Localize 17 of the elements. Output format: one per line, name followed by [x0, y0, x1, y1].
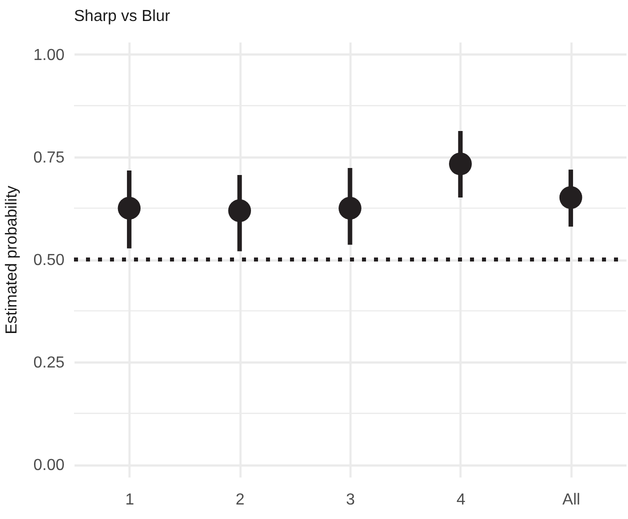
y-axis-title: Estimated probability [3, 186, 20, 334]
y-tick-label: 1.00 [33, 46, 65, 64]
point [559, 186, 582, 209]
y-tick-label: 0.25 [33, 354, 65, 372]
y-tick-label: 0.00 [33, 457, 65, 474]
point [338, 196, 362, 220]
x-tick-label: 4 [456, 492, 466, 508]
x-tick-label: All [562, 492, 580, 508]
x-tick-label: 2 [236, 492, 245, 508]
y-tick-label: 0.50 [33, 252, 65, 269]
x-tick-label: 3 [346, 492, 356, 508]
chart-title: Sharp vs Blur [74, 8, 171, 25]
point [449, 152, 472, 176]
point [228, 199, 251, 222]
y-tick-label: 0.75 [33, 149, 65, 166]
point [118, 196, 141, 220]
x-tick-label: 1 [125, 492, 134, 508]
